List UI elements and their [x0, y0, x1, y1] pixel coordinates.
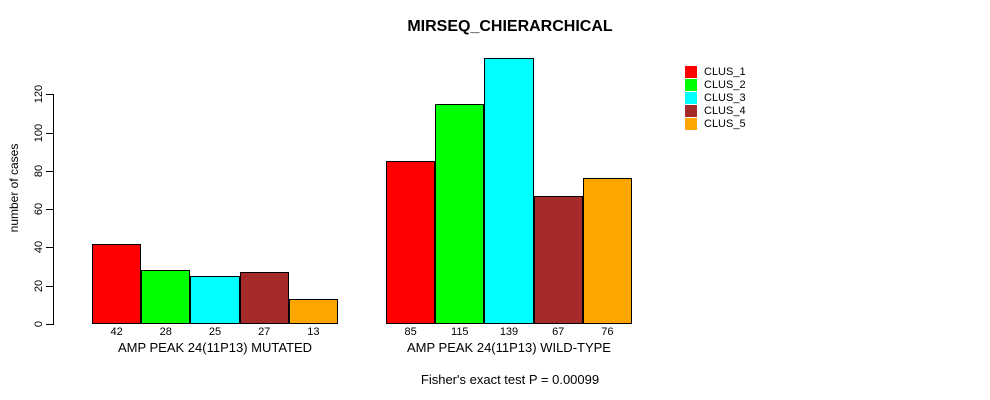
group-label: AMP PEAK 24(11P13) WILD-TYPE: [407, 340, 611, 355]
legend-label: CLUS_4: [704, 105, 746, 118]
legend-entry-clus_5: CLUS_5: [685, 118, 746, 131]
bar-value-label: 42: [110, 326, 123, 338]
legend-entry-clus_4: CLUS_4: [685, 105, 746, 118]
bar-clus_4-group1: [239, 272, 289, 324]
y-axis-tick-label: 60: [33, 202, 45, 216]
bar-value-label: 115: [451, 326, 469, 338]
legend-label: CLUS_1: [704, 65, 746, 78]
y-axis-tick: [46, 324, 53, 325]
legend-swatch: [685, 78, 697, 91]
y-axis-tick-label: 100: [33, 123, 45, 142]
bar-value-label: 76: [601, 326, 614, 338]
legend-label: CLUS_2: [704, 78, 746, 91]
legend-label: CLUS_5: [704, 118, 746, 131]
bar-clus_5-group1: [288, 299, 338, 324]
y-axis-tick: [46, 285, 53, 287]
y-axis-tick: [46, 132, 53, 134]
y-axis-label: number of cases: [7, 143, 21, 233]
y-axis-tick-label: 120: [33, 85, 45, 104]
bar-clus_5-group2: [582, 178, 632, 324]
bar-clus_1-group2: [386, 161, 436, 324]
bar-clus_2-group1: [141, 270, 191, 324]
legend-swatch: [685, 118, 697, 131]
legend-entry-clus_3: CLUS_3: [685, 91, 746, 104]
bar-value-label: 27: [258, 326, 271, 338]
group-label: AMP PEAK 24(11P13) MUTATED: [117, 340, 313, 355]
legend-entry-clus_1: CLUS_1: [685, 65, 746, 78]
y-axis-tick: [46, 247, 53, 249]
y-axis-tick: [46, 170, 53, 172]
legend-entry-clus_2: CLUS_2: [685, 78, 746, 91]
bar-value-label: 25: [208, 326, 222, 338]
chart-title: MIRSEQ_CHIERARCHICAL: [407, 18, 613, 35]
bar-value-label: 67: [552, 326, 565, 338]
legend-swatch: [685, 91, 697, 104]
bar-clus_3-group1: [190, 276, 240, 324]
y-axis-tick-label: 80: [33, 164, 45, 177]
fisher-test-annotation: Fisher's exact test P = 0.00099: [420, 372, 600, 387]
y-axis-tick: [46, 94, 53, 96]
legend-swatch: [685, 65, 697, 78]
bar-clus_2-group2: [435, 103, 485, 324]
y-axis-tick-label: 0: [33, 320, 45, 328]
bar-clus_1-group1: [92, 243, 142, 324]
bar-value-label: 85: [404, 326, 417, 338]
bar-clus_3-group2: [484, 57, 534, 324]
bar-value-label: 139: [499, 326, 519, 338]
bar-value-label: 13: [307, 326, 320, 338]
bar-value-label: 28: [159, 326, 172, 338]
y-axis-tick-label: 40: [33, 241, 45, 254]
y-axis-line: [53, 94, 54, 325]
legend-swatch: [685, 105, 697, 118]
y-axis-tick: [46, 209, 53, 211]
legend-label: CLUS_3: [704, 91, 746, 104]
y-axis-tick-label: 20: [33, 279, 45, 292]
bar-clus_4-group2: [533, 195, 583, 324]
